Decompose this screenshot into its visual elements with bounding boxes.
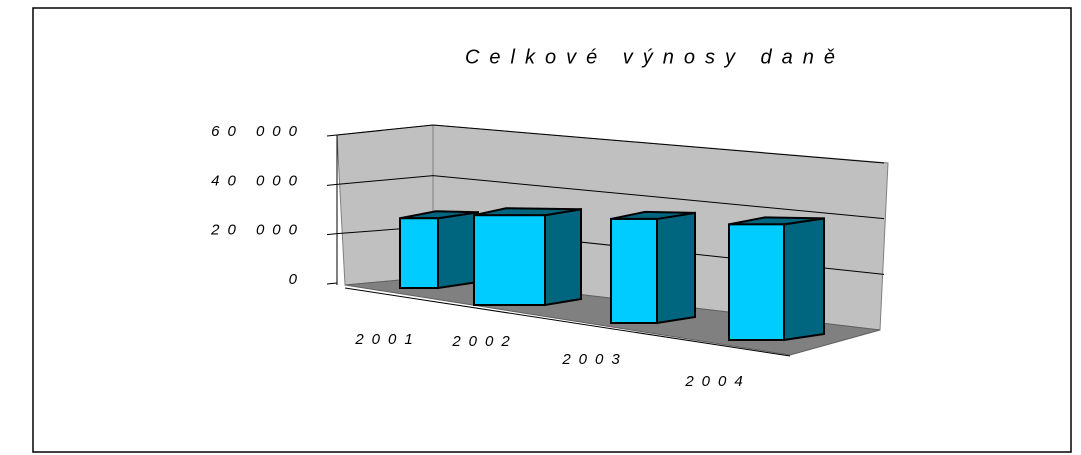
grid-line — [336, 175, 885, 220]
tick-mark — [326, 282, 338, 285]
tick-mark — [326, 183, 338, 186]
bar — [610, 217, 658, 324]
y-tick-label: 60 000 — [211, 123, 305, 140]
tick-mark — [326, 233, 338, 236]
bar — [399, 217, 439, 289]
bar — [728, 223, 785, 342]
chart-title: Celkové výnosy daně — [465, 46, 845, 68]
bar-side — [783, 217, 825, 342]
y-tick-label: 40 000 — [211, 172, 305, 189]
tick-mark — [326, 134, 338, 137]
x-tick-label: 2003 — [561, 351, 627, 368]
bar-side — [437, 211, 479, 290]
grid-line — [336, 124, 885, 164]
y-tick-label: 0 — [289, 271, 305, 288]
x-tick-label: 2001 — [354, 331, 420, 348]
x-tick-label: 2002 — [451, 333, 517, 350]
bar-side — [544, 208, 582, 307]
bar-side — [656, 211, 696, 325]
bar — [473, 214, 546, 307]
x-tick-label: 2004 — [684, 373, 750, 390]
x-axis — [344, 287, 791, 357]
y-tick-label: 20 000 — [210, 222, 305, 239]
